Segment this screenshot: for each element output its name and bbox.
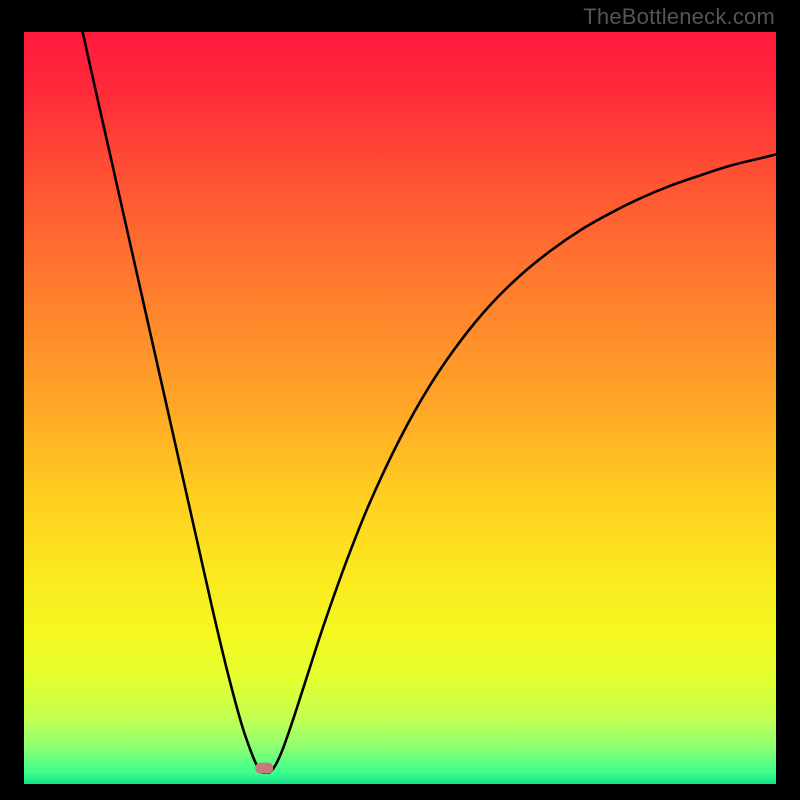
bottleneck-curve: [24, 32, 776, 774]
chart-frame: TheBottleneck.com: [0, 0, 800, 800]
watermark-text: TheBottleneck.com: [583, 4, 775, 30]
curve-path: [83, 32, 776, 774]
plot-area: [24, 32, 776, 774]
optimum-marker: [255, 763, 273, 774]
